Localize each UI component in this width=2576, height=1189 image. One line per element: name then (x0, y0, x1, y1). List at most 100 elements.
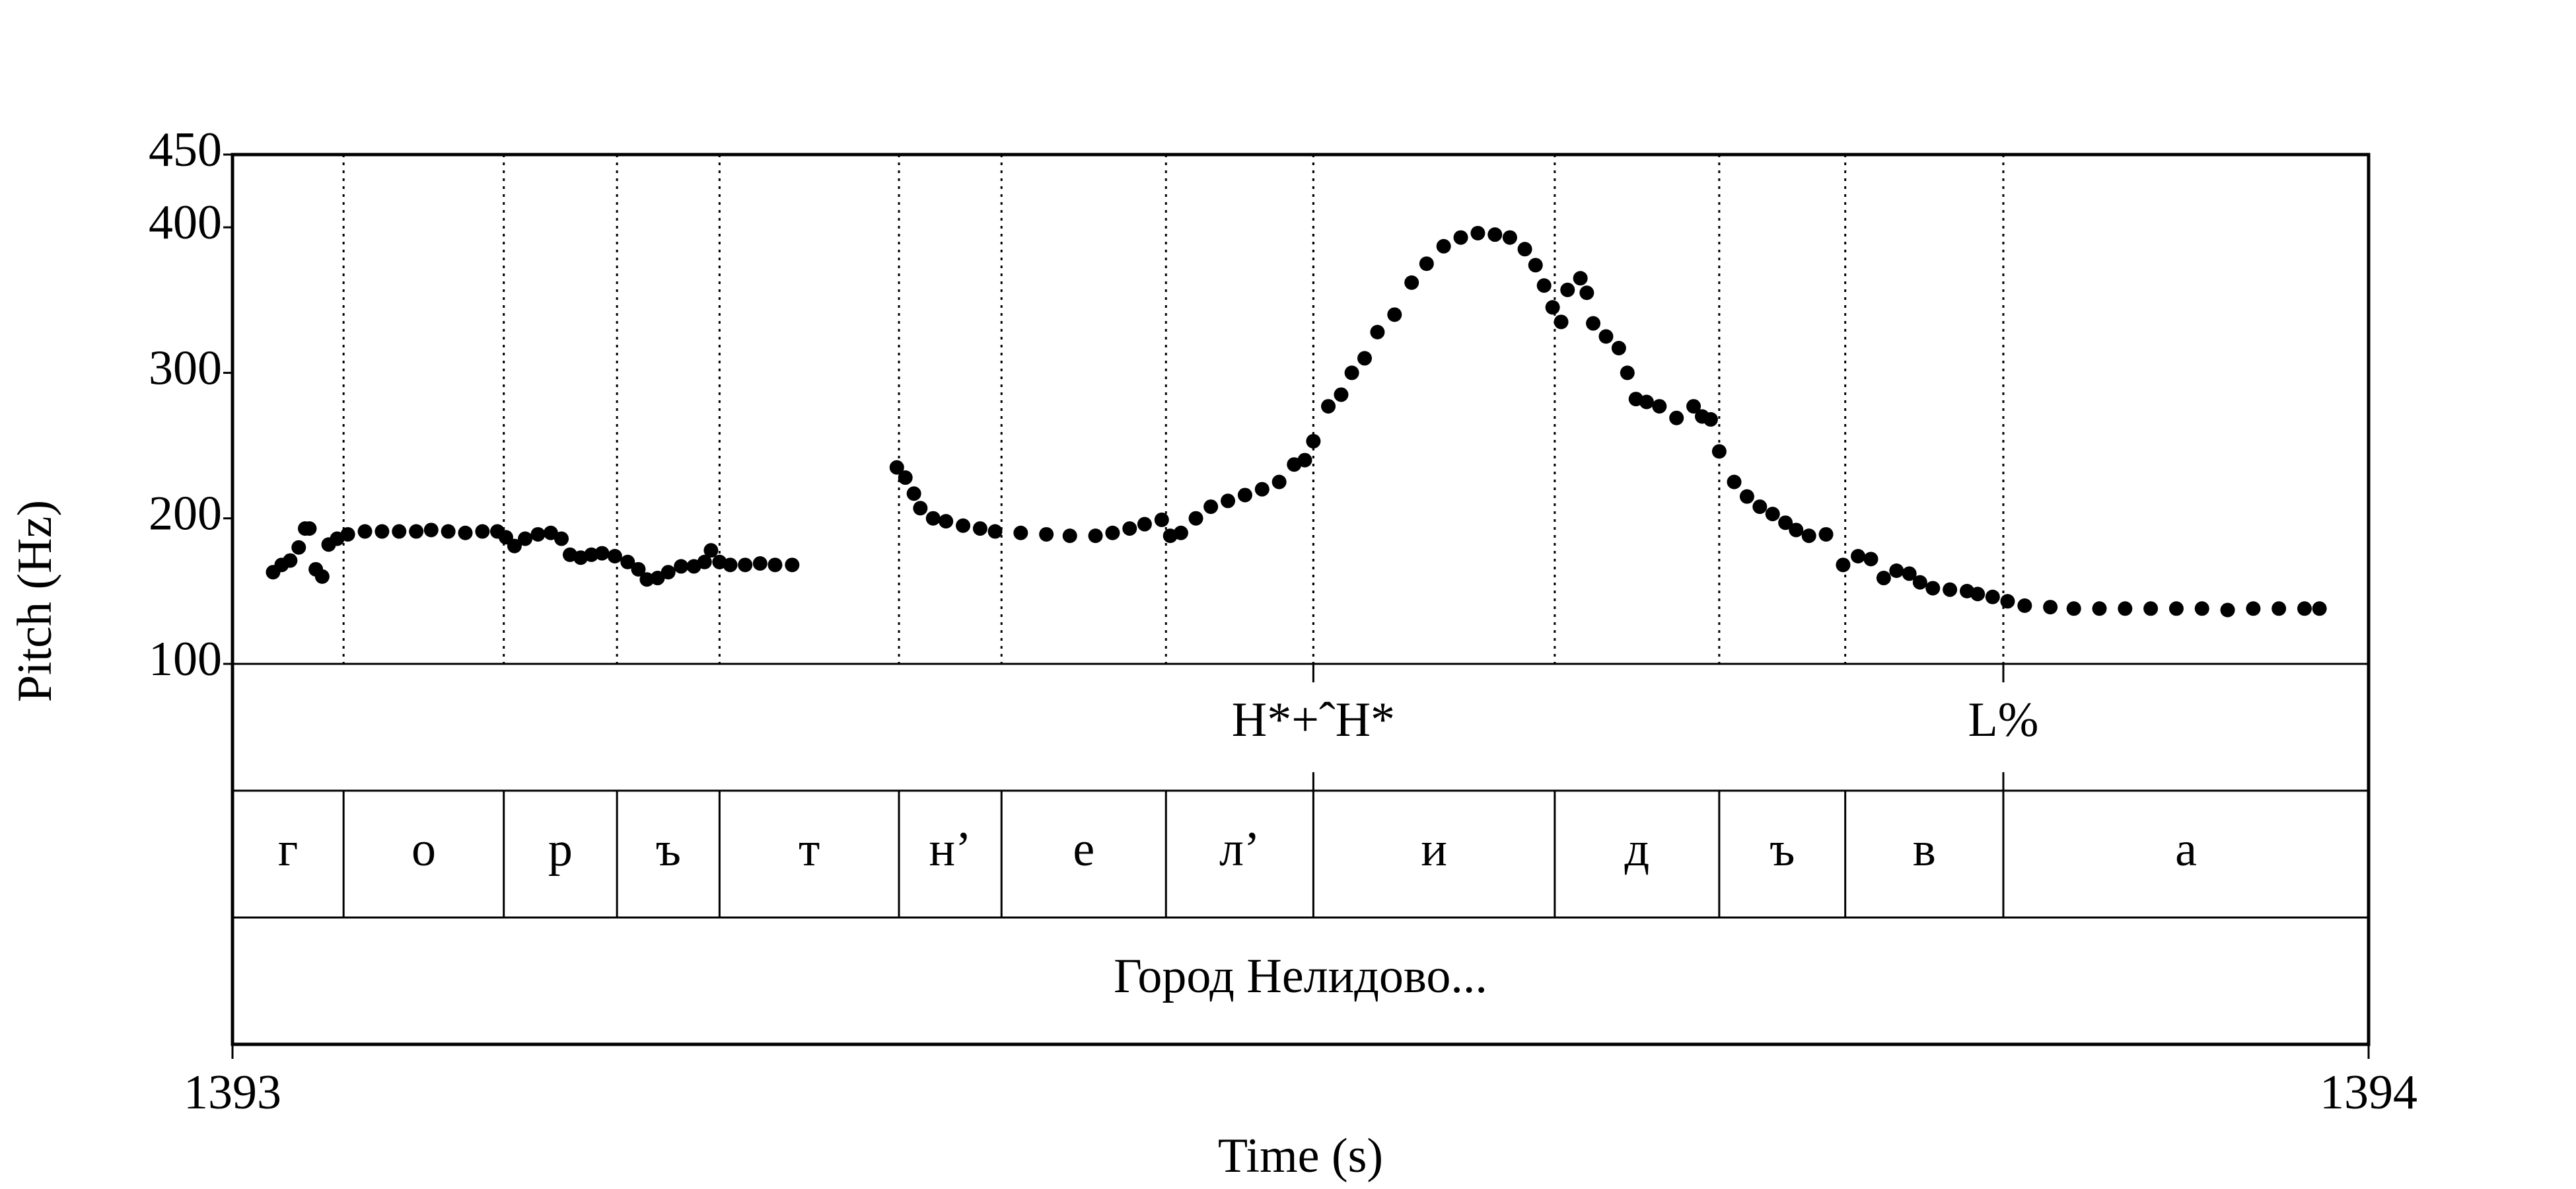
pitch-point (1297, 452, 1312, 468)
interval-label: ъ (1770, 822, 1795, 877)
pitch-point (2272, 601, 2287, 616)
pitch-point (1387, 307, 1402, 322)
pitch-point (302, 521, 317, 536)
pitch-point (1752, 499, 1768, 515)
pitch-point (1404, 275, 1419, 290)
pitch-point (1088, 528, 1103, 544)
pitch-point (1851, 548, 1866, 563)
pitch-point (1902, 566, 1917, 581)
pitch-point (2118, 601, 2133, 616)
pitch-point (1221, 493, 1236, 509)
pitch-point (925, 511, 941, 526)
pitch-point (1560, 282, 1575, 297)
pitch-point (738, 558, 753, 573)
pitch-point (2043, 600, 2058, 615)
x-tick-label: 1393 (184, 1065, 281, 1120)
interval-label: д (1625, 822, 1650, 877)
pitch-point (518, 531, 533, 546)
frame (231, 153, 2371, 1046)
interval-label: Город Нелидово... (1114, 949, 1487, 1003)
pitch-point (1344, 365, 1359, 380)
pitch-point (1727, 474, 1742, 489)
y-tick-label: 100 (149, 632, 222, 686)
pitch-point (631, 561, 646, 577)
pitch-point (1778, 515, 1793, 530)
pitch-point (1611, 340, 1626, 355)
pitch-point (2297, 601, 2312, 616)
pitch-point (1528, 258, 1543, 273)
x-tick-label: 1394 (2320, 1065, 2417, 1120)
pitch-point (703, 543, 719, 558)
pitch-point (1765, 507, 1780, 522)
pitch-point (661, 565, 676, 580)
interval-label: е (1073, 822, 1094, 877)
interval-label: л’ (1219, 822, 1260, 877)
pitch-point (1188, 511, 1203, 526)
pitch-point (2092, 601, 2107, 616)
pitch-point (1470, 225, 1485, 240)
pitch-point (507, 538, 522, 554)
pitch-point (475, 524, 490, 539)
pitch-point (650, 571, 665, 586)
pitch-point (1889, 563, 1904, 579)
pitch-point (785, 558, 800, 573)
pitch-point (607, 548, 622, 563)
pitch-point (639, 572, 655, 587)
pitch-point (2312, 601, 2327, 616)
pitch-point (1943, 582, 1958, 597)
pitch-point (1970, 587, 1986, 602)
interval-label: р (548, 822, 573, 877)
interval-label: а (2175, 822, 2197, 877)
pitch-point (314, 569, 330, 584)
pitch-point (1711, 444, 1727, 459)
y-tick-label: 300 (149, 341, 222, 395)
pitch-point (1271, 474, 1287, 489)
pitch-point (674, 559, 689, 574)
interval-label: н’ (929, 822, 971, 877)
pitch-point (441, 524, 456, 539)
pitch-point (340, 526, 355, 542)
pitch-point (889, 460, 904, 475)
pitch-point (939, 514, 954, 529)
pitch-point (752, 556, 768, 571)
pitch-point (1237, 487, 1252, 503)
pitch-point (898, 470, 913, 486)
tone-label: H*+ˆH* (1232, 693, 1395, 747)
pitch-point (543, 525, 558, 540)
pitch-point (1739, 489, 1754, 504)
pitch-point (2066, 601, 2081, 616)
pitch-point (1122, 521, 1137, 536)
pitch-point (620, 554, 635, 569)
pitch-point (768, 558, 783, 573)
pitch-point (554, 531, 569, 546)
pitch-point (1801, 528, 1816, 544)
pitch-point (1639, 394, 1654, 410)
pitch-point (1370, 324, 1385, 340)
pitch-point (1573, 271, 1588, 286)
pitch-point (1586, 316, 1601, 331)
pitch-point (2168, 601, 2184, 616)
pitch-point (1836, 558, 1851, 573)
pitch-point (1321, 399, 1336, 414)
pitch-point (1652, 399, 1667, 414)
pitch-point (1357, 351, 1373, 366)
pitch-point (2194, 601, 2209, 616)
pitch-point (1579, 285, 1594, 301)
pitch-point (1669, 410, 1684, 425)
pitch-point (1254, 482, 1270, 497)
pitch-point (1502, 230, 1517, 245)
interval-label: о (411, 822, 436, 877)
pitch-point (1173, 525, 1188, 540)
pitch-point (1419, 256, 1434, 271)
pitch-point (1137, 517, 1152, 532)
y-tick-label: 200 (149, 487, 222, 541)
interval-label: ъ (656, 822, 681, 877)
tone-label: L% (1968, 693, 2039, 747)
y-axis-label: Pitch (Hz) (8, 500, 62, 702)
pitch-point (584, 547, 599, 562)
pitch-point (530, 526, 546, 542)
pitch-point (1436, 238, 1451, 254)
interval-label: и (1421, 822, 1447, 877)
